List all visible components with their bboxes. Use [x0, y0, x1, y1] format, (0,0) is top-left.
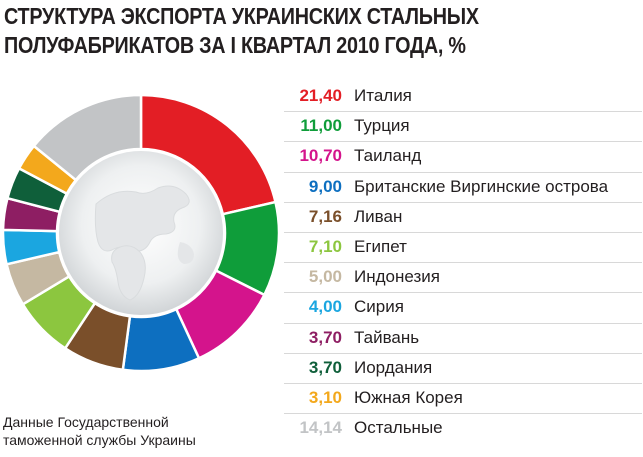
- legend-label: Италия: [354, 86, 412, 105]
- legend-label: Тайвань: [354, 327, 420, 347]
- source-note: Данные Государственной таможенной службы…: [3, 413, 196, 449]
- legend-item: 7,10 Египет: [284, 233, 642, 264]
- legend-item: 14,14 Остальные: [284, 414, 642, 444]
- legend-value: 3,70: [308, 357, 342, 377]
- legend-value: 21,40: [299, 86, 342, 105]
- globe-image: [59, 151, 223, 315]
- legend-item: 3,10 Южная Корея: [284, 384, 642, 415]
- legend-value: 14,14: [299, 418, 342, 438]
- legend-value: 4,00: [308, 297, 342, 317]
- legend-item: 3,70 Тайвань: [284, 324, 642, 354]
- legend-item: 10,70 Таиланд: [284, 142, 642, 173]
- legend-label: Иордания: [354, 357, 433, 377]
- legend-value: 11,00: [300, 116, 342, 136]
- legend-label: Индонезия: [354, 267, 440, 287]
- donut-slice-12: [32, 93, 143, 182]
- legend-value: 9,00: [308, 176, 342, 196]
- legend-label: Турция: [354, 116, 410, 136]
- legend-item: 7,16 Ливан: [284, 203, 642, 233]
- legend-label: Таиланд: [354, 146, 422, 166]
- legend-item: 4,00 Сирия: [284, 293, 642, 324]
- legend-label: Южная Корея: [354, 387, 463, 407]
- donut-chart: [1, 93, 281, 373]
- legend-value: 10,70: [299, 146, 342, 166]
- legend-label: Британские Виргинские острова: [354, 176, 609, 196]
- legend-item: 11,00 Турция: [284, 112, 642, 143]
- legend-label: Египет: [354, 236, 407, 256]
- legend-item: 5,00 Индонезия: [284, 263, 642, 294]
- legend-item: 9,00 Британские Виргинские острова: [284, 173, 642, 203]
- legend-label: Сирия: [354, 297, 404, 317]
- chart-title: СТРУКТУРА ЭКСПОРТА УКРАИНСКИХ СТАЛЬНЫХ П…: [4, 2, 546, 60]
- source-line-2: таможенной службы Украины: [3, 432, 196, 448]
- legend-value: 3,70: [308, 327, 342, 347]
- legend-value: 5,00: [308, 267, 342, 287]
- legend-item: 3,70 Иордания: [284, 354, 642, 384]
- legend-value: 7,10: [308, 236, 342, 256]
- legend-label: Ливан: [354, 206, 403, 226]
- legend-value: 3,10: [308, 387, 342, 407]
- chart-title-line-2: ПОЛУФАБРИКАТОВ ЗА I КВАРТАЛ 2010 ГОДА, %: [4, 32, 466, 58]
- legend-item: 21,40 Италия: [284, 82, 642, 113]
- chart-title-line-1: СТРУКТУРА ЭКСПОРТА УКРАИНСКИХ СТАЛЬНЫХ: [4, 3, 479, 29]
- legend-value: 7,16: [308, 206, 342, 226]
- legend: 21,40 Италия 11,00 Турция 10,70 Таиланд 9,00 Бр…: [284, 82, 642, 444]
- legend-label: Остальные: [354, 418, 443, 438]
- source-line-1: Данные Государственной: [3, 414, 169, 430]
